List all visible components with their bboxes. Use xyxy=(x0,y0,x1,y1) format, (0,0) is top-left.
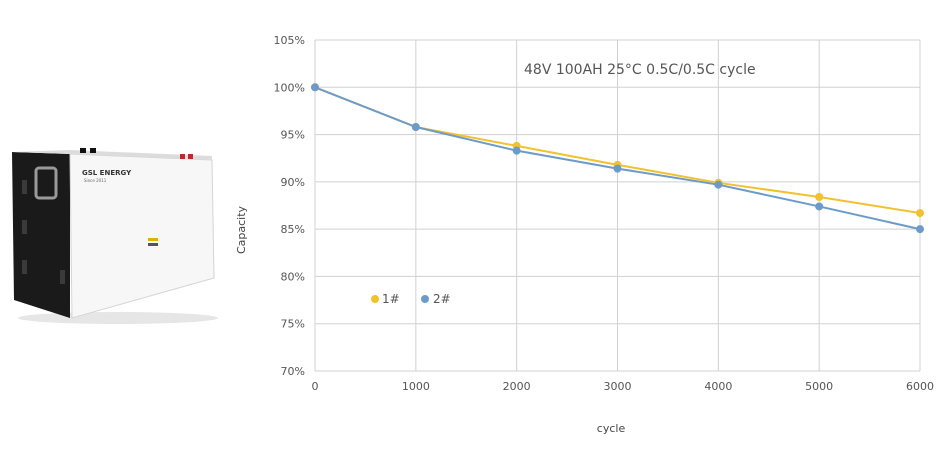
legend-label-2: 2# xyxy=(433,292,451,306)
status-label xyxy=(148,238,158,241)
series-2-point xyxy=(714,180,723,189)
y-tick-label: 95% xyxy=(281,129,305,142)
terminal-negative xyxy=(80,148,86,153)
legend-marker-1 xyxy=(371,295,379,303)
bracket-slot xyxy=(22,220,27,234)
chart-title: 48V 100AH 25°C 0.5C/0.5C cycle xyxy=(524,62,756,78)
battery-top-face xyxy=(12,150,212,160)
y-tick-label: 90% xyxy=(281,176,305,189)
x-tick-label: 5000 xyxy=(805,380,833,393)
y-tick-label: 75% xyxy=(281,318,305,331)
y-tick-label: 100% xyxy=(274,81,305,94)
x-tick-label: 2000 xyxy=(503,380,531,393)
series-1-point xyxy=(916,209,924,218)
y-axis-title: Capacity xyxy=(235,205,248,254)
y-tick-label: 105% xyxy=(274,34,305,47)
terminal-negative xyxy=(90,148,96,153)
x-axis-title: cycle xyxy=(597,422,626,435)
legend-label-1: 1# xyxy=(382,292,400,306)
terminal-positive xyxy=(188,154,193,159)
series-2-point xyxy=(512,146,521,155)
y-tick-label: 80% xyxy=(281,270,305,283)
y-axis-ticks: 70% 75% 80% 85% 90% 95% 100% 105% xyxy=(274,34,305,378)
x-tick-label: 3000 xyxy=(604,380,632,393)
chart-legend: 1# 2# xyxy=(371,292,451,306)
y-tick-label: 85% xyxy=(281,223,305,236)
brand-since-text: Since 2011 xyxy=(84,178,107,183)
series-2-point xyxy=(613,164,622,173)
bracket-slot xyxy=(22,180,27,194)
y-tick-label: 70% xyxy=(281,365,305,378)
x-axis-ticks: 0 1000 2000 3000 4000 5000 6000 xyxy=(312,380,935,393)
bracket-slot xyxy=(60,270,65,284)
brand-logo-text: GSL ENERGY xyxy=(82,169,132,177)
bracket-slot xyxy=(22,260,27,274)
series-2-point xyxy=(916,225,924,234)
chart-series xyxy=(311,83,924,234)
series-2-point xyxy=(815,202,824,211)
series-2-point xyxy=(411,123,420,132)
battery-handle xyxy=(34,166,58,200)
x-tick-label: 0 xyxy=(312,380,319,393)
x-tick-label: 6000 xyxy=(906,380,934,393)
terminal-positive xyxy=(180,154,185,159)
x-tick-label: 4000 xyxy=(704,380,732,393)
battery-product-image: GSL ENERGY Since 2011 xyxy=(12,148,218,324)
series-2-point xyxy=(311,83,319,92)
legend-marker-2 xyxy=(421,295,429,303)
x-tick-label: 1000 xyxy=(402,380,430,393)
chart-grid xyxy=(314,39,921,372)
status-label xyxy=(148,243,158,246)
series-1-point xyxy=(815,192,824,201)
